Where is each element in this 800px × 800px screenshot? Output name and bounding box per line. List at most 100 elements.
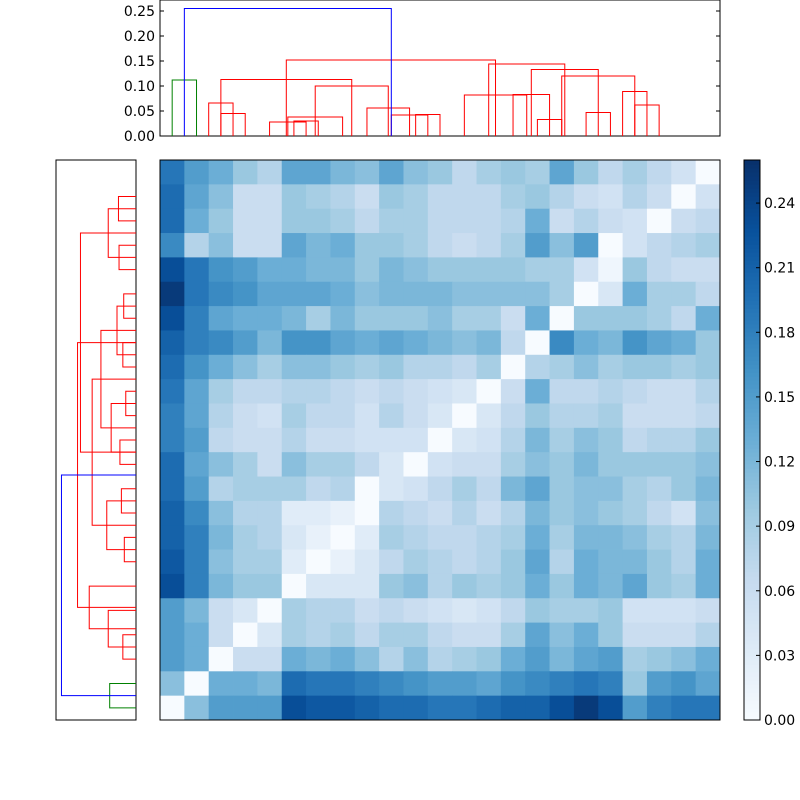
heatmap-cell xyxy=(622,306,648,331)
heatmap-cell xyxy=(184,403,210,429)
heatmap-cell xyxy=(646,622,672,648)
heatmap-cell xyxy=(379,427,404,453)
colorbar-segment xyxy=(744,468,760,473)
colorbar-segment xyxy=(744,712,760,717)
heatmap-cell xyxy=(403,427,429,453)
heatmap-cell xyxy=(671,233,697,258)
colorbar-segment xyxy=(744,284,760,289)
heatmap-cell xyxy=(598,549,624,575)
colorbar-segment xyxy=(744,212,760,217)
heatmap-cell xyxy=(160,330,185,356)
heatmap-cell xyxy=(208,354,234,380)
heatmap-cell xyxy=(208,403,234,429)
heatmap-cell xyxy=(184,257,210,283)
heatmap-cell xyxy=(184,379,210,404)
heatmap-cell xyxy=(208,452,234,477)
heatmap-cell xyxy=(671,403,697,429)
heatmap-cell xyxy=(208,281,234,307)
heatmap-cell xyxy=(452,354,477,380)
heatmap-cell xyxy=(549,233,575,258)
heatmap-cell xyxy=(233,549,258,575)
heatmap-cell xyxy=(306,403,331,429)
heatmap-cell xyxy=(184,549,210,575)
heatmap-cell xyxy=(233,500,258,526)
heatmap-cell xyxy=(452,184,477,210)
colorbar-segment xyxy=(744,628,760,633)
heatmap-cell xyxy=(281,452,307,477)
heatmap-cell xyxy=(646,573,672,599)
heatmap-cell xyxy=(598,160,624,185)
heatmap-cell xyxy=(671,549,697,575)
heatmap-cell xyxy=(573,671,599,697)
heatmap-cell xyxy=(233,427,258,453)
heatmap-cell xyxy=(573,646,599,672)
heatmap-cell xyxy=(573,281,599,307)
heatmap-cell xyxy=(427,671,453,697)
heatmap-cell xyxy=(330,403,356,429)
heatmap-cell xyxy=(160,622,185,648)
heatmap-cell xyxy=(208,208,234,234)
heatmap-cell xyxy=(257,500,283,526)
colorbar-segment xyxy=(744,528,760,533)
heatmap-cell xyxy=(573,257,599,283)
left-dendrogram-link-20 xyxy=(60,474,136,697)
colorbar-segment xyxy=(744,320,760,325)
heatmap-cell xyxy=(500,695,526,721)
colorbar-segment xyxy=(744,572,760,577)
heatmap-cell xyxy=(306,646,331,672)
colorbar-segment xyxy=(744,232,760,237)
colorbar-segment xyxy=(744,184,760,189)
heatmap-cell xyxy=(427,233,453,258)
heatmap-cell xyxy=(427,354,453,380)
heatmap-cell xyxy=(330,549,356,575)
heatmap-cell xyxy=(671,208,697,234)
heatmap-cell xyxy=(500,476,526,502)
heatmap-cell xyxy=(695,306,721,331)
colorbar-segment xyxy=(744,244,760,249)
colorbar-tick-label: 0.12 xyxy=(764,455,795,471)
heatmap-cell xyxy=(306,281,331,307)
colorbar-segment xyxy=(744,636,760,641)
heatmap-cell xyxy=(160,476,185,502)
heatmap-cell xyxy=(354,646,380,672)
heatmap-cell xyxy=(476,257,502,283)
heatmap-cell xyxy=(598,671,624,697)
heatmap-cell xyxy=(354,184,380,210)
heatmap-cell xyxy=(281,379,307,404)
heatmap-cell xyxy=(403,306,429,331)
heatmap-cell xyxy=(330,281,356,307)
colorbar-segment xyxy=(744,160,760,165)
heatmap-cell xyxy=(622,403,648,429)
heatmap-cell xyxy=(403,476,429,502)
heatmap-cell xyxy=(281,646,307,672)
heatmap-cell xyxy=(208,160,234,185)
heatmap-cell xyxy=(160,184,185,210)
heatmap-cell xyxy=(695,184,721,210)
colorbar-segment xyxy=(744,252,760,257)
heatmap-cell xyxy=(184,695,210,721)
heatmap-cell xyxy=(646,330,672,356)
heatmap-cell xyxy=(306,476,331,502)
heatmap-cell xyxy=(354,330,380,356)
heatmap-cell xyxy=(476,476,502,502)
heatmap-cell xyxy=(452,646,477,672)
heatmap-cell xyxy=(257,476,283,502)
heatmap-cell xyxy=(281,500,307,526)
colorbar-tick-label: 0.06 xyxy=(764,584,795,600)
heatmap-cell xyxy=(646,379,672,404)
heatmap-cell xyxy=(671,476,697,502)
heatmap-cell xyxy=(476,330,502,356)
heatmap-cell xyxy=(525,573,550,599)
colorbar: 0.00 0.03 0.06 0.09 0.12 0.15 0.18 0.21 0.24 xyxy=(743,159,795,729)
heatmap-cell xyxy=(257,646,283,672)
heatmap-cell xyxy=(184,184,210,210)
heatmap-cell xyxy=(354,233,380,258)
heatmap-cell xyxy=(281,598,307,624)
heatmap-cell xyxy=(573,525,599,550)
colorbar-segment xyxy=(744,392,760,397)
colorbar-segment xyxy=(744,356,760,361)
heatmap-cell xyxy=(160,573,185,599)
heatmap-cell xyxy=(306,208,331,234)
heatmap-cell xyxy=(671,257,697,283)
heatmap-cell xyxy=(160,379,185,404)
